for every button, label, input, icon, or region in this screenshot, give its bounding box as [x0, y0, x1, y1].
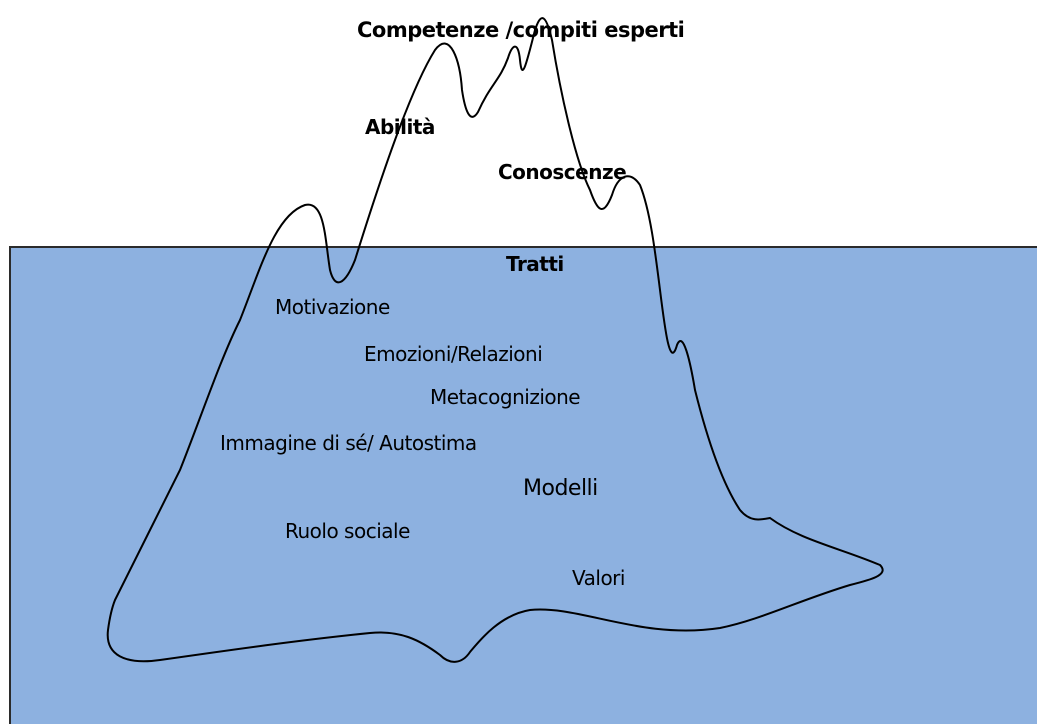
label-modelli: Modelli: [523, 476, 598, 501]
label-emozioni-relazioni: Emozioni/Relazioni: [364, 342, 543, 366]
water-area: [9, 246, 1037, 724]
label-tratti: Tratti: [506, 252, 564, 276]
label-valori: Valori: [572, 566, 625, 590]
label-immagine-di-se: Immagine di sé/ Autostima: [220, 431, 477, 455]
label-metacognizione: Metacognizione: [430, 385, 581, 409]
label-abilita: Abilità: [365, 115, 435, 139]
label-competenze: Competenze /compiti esperti: [357, 18, 685, 42]
iceberg-outline-path: [106, 17, 884, 663]
label-motivazione: Motivazione: [275, 295, 390, 319]
label-conoscenze: Conoscenze: [498, 160, 627, 184]
label-ruolo-sociale: Ruolo sociale: [285, 519, 410, 543]
